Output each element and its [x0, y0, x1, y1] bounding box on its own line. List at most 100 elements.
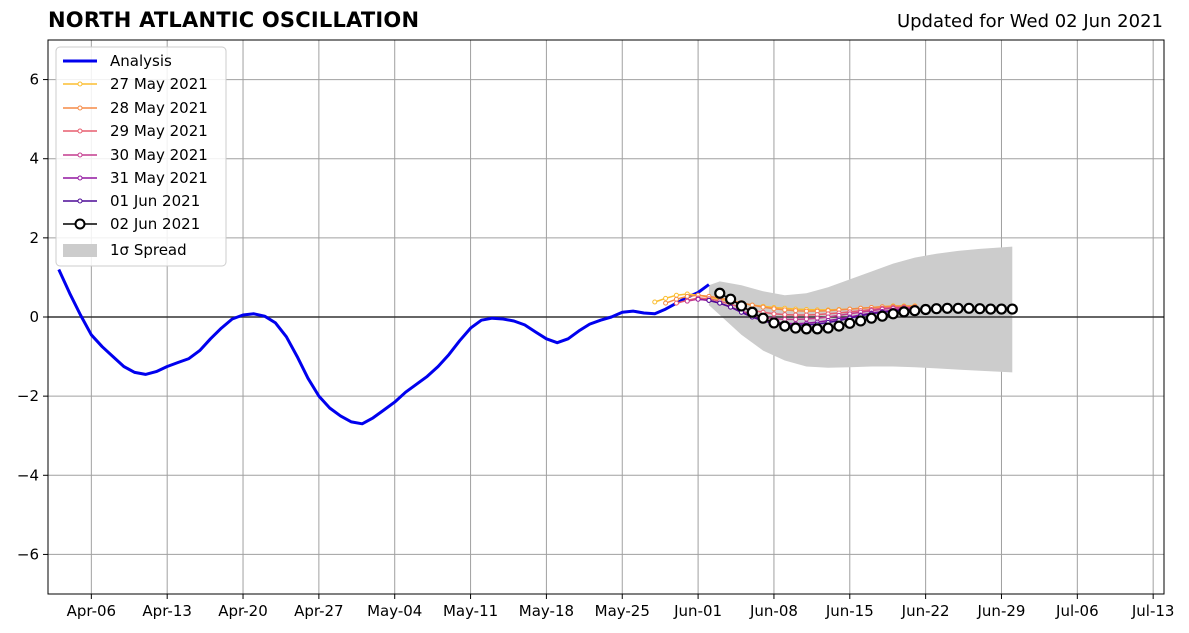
legend-swatch-marker [77, 175, 83, 181]
x-tick-label: Jul-06 [1055, 602, 1099, 620]
legend-item: 30 May 2021 [63, 146, 208, 164]
x-tick-label: May-25 [595, 602, 650, 620]
latest-forecast-point [768, 317, 780, 329]
forecast-point [663, 295, 669, 301]
forecast-point [749, 302, 755, 308]
legend-swatch [63, 244, 97, 257]
latest-forecast-point [714, 287, 726, 299]
x-tick-label: Jun-15 [825, 602, 874, 620]
legend-label: 01 Jun 2021 [110, 192, 200, 210]
latest-forecast-point [952, 302, 964, 314]
latest-forecast-point [855, 315, 867, 327]
forecast-point [673, 296, 679, 302]
x-tick-label: Jul-13 [1131, 602, 1175, 620]
latest-forecast-point [725, 293, 737, 305]
chart-title: NORTH ATLANTIC OSCILLATION [48, 8, 420, 32]
y-tick-label: −4 [17, 466, 39, 484]
forecast-point [782, 312, 788, 318]
legend-swatch-marker [74, 218, 86, 230]
forecast-point [706, 297, 712, 303]
y-tick-label: −2 [17, 387, 39, 405]
x-tick-label: May-11 [443, 602, 498, 620]
latest-forecast-point [865, 312, 878, 324]
x-tick-label: Jun-08 [749, 602, 798, 620]
forecast-point [652, 299, 658, 305]
latest-forecast-point [790, 322, 802, 334]
latest-forecast-point [876, 310, 888, 322]
latest-forecast-point [822, 322, 834, 334]
latest-forecast-point [930, 303, 943, 315]
legend-label: 31 May 2021 [110, 169, 208, 187]
x-tick-label: Apr-13 [142, 602, 192, 620]
x-tick-label: Jun-01 [673, 602, 722, 620]
legend-item: 28 May 2021 [63, 99, 208, 117]
latest-forecast-point [985, 303, 997, 315]
legend-box [55, 46, 227, 267]
legend-swatch-marker [77, 128, 83, 134]
legend-item: 31 May 2021 [63, 169, 208, 187]
forecast-point [760, 304, 766, 310]
forecast-point [771, 306, 777, 312]
y-tick-label: 6 [29, 71, 39, 89]
latest-forecast-point [1006, 303, 1018, 315]
latest-forecast-point [811, 323, 823, 335]
legend-item: 1σ Spread [63, 241, 187, 259]
forecast-point [793, 308, 799, 314]
forecast-point [663, 300, 669, 306]
forecast-point [684, 293, 690, 299]
forecast-point [803, 312, 809, 318]
forecast-point [814, 315, 820, 321]
legend-swatch-marker [77, 81, 83, 87]
y-tick-label: −6 [17, 545, 39, 563]
latest-forecast-point [757, 312, 769, 324]
legend-label: Analysis [110, 52, 172, 70]
legend-item: 01 Jun 2021 [63, 192, 200, 210]
legend-label: 27 May 2021 [110, 75, 208, 93]
legend-label: 28 May 2021 [110, 99, 208, 117]
latest-forecast-point [963, 302, 975, 314]
legend-label: 02 Jun 2021 [110, 215, 200, 233]
legend-item: 02 Jun 2021 [63, 215, 200, 233]
forecast-point [717, 300, 723, 306]
x-tick-label: Apr-06 [67, 602, 117, 620]
latest-forecast-point [833, 320, 845, 332]
latest-forecast-point [920, 303, 932, 316]
x-tick-label: Jun-22 [901, 602, 950, 620]
legend-item: 27 May 2021 [63, 75, 208, 93]
legend-swatch-marker [77, 152, 83, 158]
forecast-point [673, 292, 679, 298]
forecast-point [771, 311, 777, 317]
forecast-point [782, 307, 788, 313]
legend-label: 29 May 2021 [110, 122, 208, 140]
legend: Analysis 27 May 2021 28 May 2021 29 May 202… [55, 46, 227, 267]
forecast-point [793, 312, 799, 318]
legend-swatch-marker [77, 198, 83, 204]
legend-swatch-marker [77, 105, 83, 111]
latest-forecast-point [974, 303, 986, 315]
x-tick-label: Apr-20 [218, 602, 268, 620]
latest-forecast-point [909, 305, 921, 317]
updated-date: Updated for Wed 02 Jun 2021 [896, 11, 1163, 32]
x-tick-label: May-18 [519, 602, 574, 620]
y-tick-label: 0 [29, 308, 39, 326]
latest-forecast-point [941, 302, 953, 314]
forecast-point [695, 296, 701, 302]
forecast-point [793, 316, 799, 322]
legend-label: 1σ Spread [110, 241, 187, 259]
latest-forecast-point [898, 306, 910, 318]
x-tick-label: Jun-29 [977, 602, 1026, 620]
legend-item: Analysis [63, 52, 172, 70]
latest-forecast-point [887, 308, 899, 320]
legend-label: 30 May 2021 [110, 146, 208, 164]
forecast-point [803, 316, 809, 322]
x-tick-label: Apr-27 [294, 602, 344, 620]
latest-forecast-point [800, 323, 813, 335]
latest-forecast-point [844, 317, 856, 329]
latest-forecast-point [779, 320, 791, 332]
forecast-point [803, 308, 809, 314]
y-tick-label: 2 [29, 229, 39, 247]
forecast-point [728, 304, 734, 310]
x-tick-label: May-04 [367, 602, 422, 620]
forecast-point [673, 300, 679, 306]
